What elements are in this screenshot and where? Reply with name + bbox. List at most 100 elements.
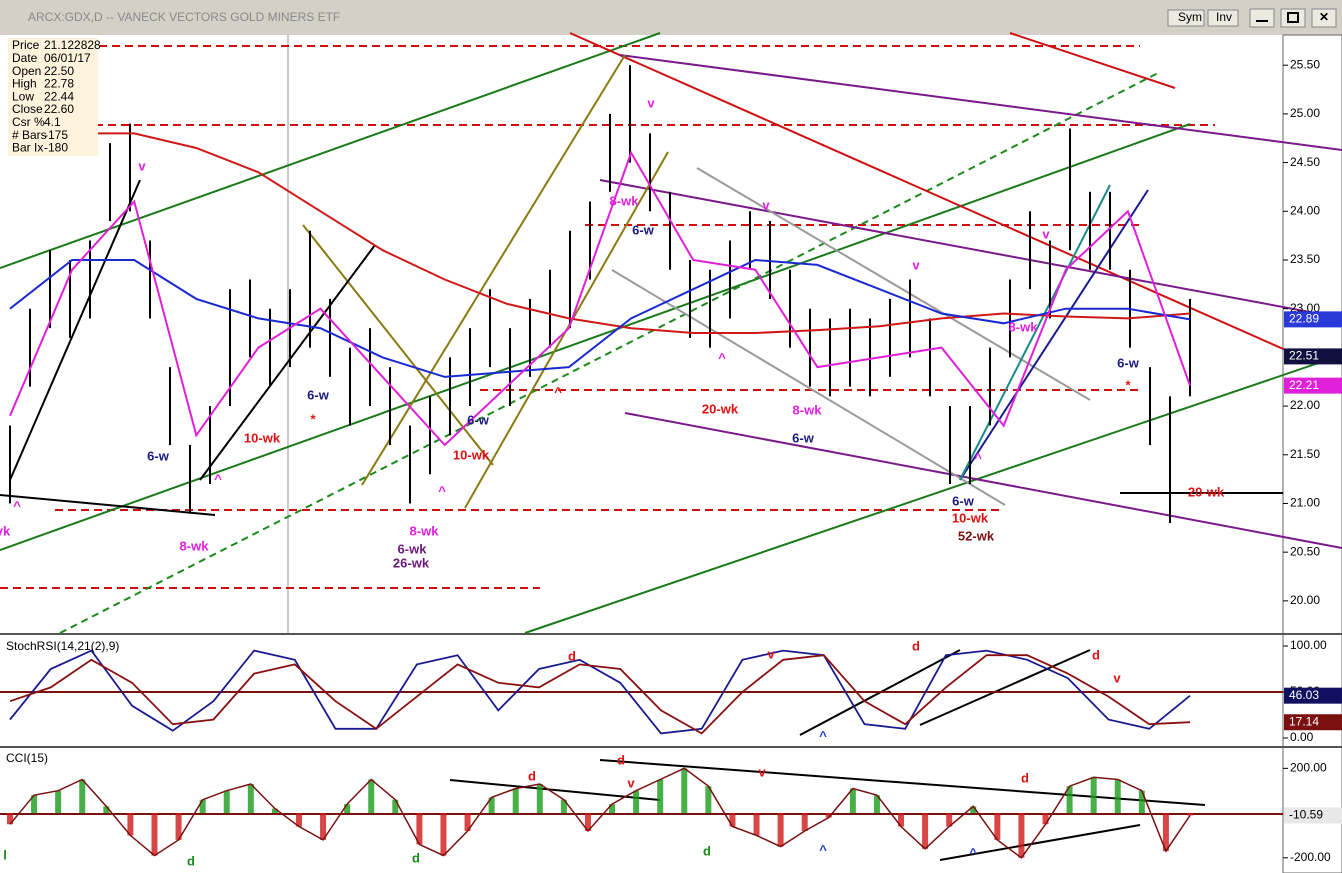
cci-bar <box>199 799 206 814</box>
annotation: 8-wk <box>610 193 640 208</box>
annotation: * <box>1125 377 1131 392</box>
trendline <box>919 649 1091 726</box>
maximize-button[interactable] <box>1280 8 1306 28</box>
title-bar <box>0 0 1342 35</box>
annotation: 8-wk <box>1009 319 1039 334</box>
cci-bar <box>994 813 1001 840</box>
last-value-label: 22.89 <box>1289 312 1319 326</box>
y-tick-label: 23.00 <box>1290 301 1320 315</box>
last-value-label: -10.59 <box>1289 808 1323 822</box>
cci-bar <box>729 813 736 827</box>
cci-bar <box>1042 813 1049 825</box>
cci-bar <box>1090 777 1097 814</box>
cci-bar <box>271 808 278 814</box>
annotation: ^ <box>214 471 222 486</box>
cci-bar <box>1114 779 1121 814</box>
value-axis <box>1282 34 1342 873</box>
inv-button[interactable] <box>1207 9 1239 27</box>
info-value: 06/01/17 <box>44 51 91 65</box>
y-tick-label: 200.00 <box>1290 761 1327 775</box>
cci-bar <box>175 813 182 840</box>
y-tick-label: 0.00 <box>1290 730 1314 744</box>
icon: ✕ <box>1319 10 1329 24</box>
info-value: 21.122828 <box>44 38 101 52</box>
annotation: 52-wk <box>958 528 995 543</box>
last-value-label: 22.51 <box>1289 349 1319 363</box>
info-value: 22.60 <box>44 102 74 116</box>
trendline <box>0 494 216 516</box>
annotation: d <box>187 853 195 868</box>
annotation: v <box>627 775 635 790</box>
info-value: 22.44 <box>44 89 74 103</box>
annotation: ^ <box>438 483 446 498</box>
y-tick-label: 23.50 <box>1290 252 1320 266</box>
cci-bar <box>392 799 399 814</box>
sym-button[interactable] <box>1167 9 1205 27</box>
annotation: 6-w <box>1117 355 1140 370</box>
cci-bar <box>320 813 327 840</box>
last-value-box <box>1284 348 1342 365</box>
sym-label[interactable]: Sym <box>1178 10 1202 24</box>
trendline <box>0 123 1191 551</box>
cci-bar <box>1187 813 1193 816</box>
annotation: v <box>1113 670 1121 685</box>
annotation: d <box>412 850 420 865</box>
annotation: 6-wk <box>398 541 428 556</box>
annotation: v <box>762 197 770 212</box>
trendline <box>59 71 1161 634</box>
cci-bar <box>801 813 808 831</box>
trendline <box>361 54 626 486</box>
info-label: High <box>12 77 37 91</box>
cci-bar <box>681 768 688 814</box>
cci-bar <box>873 795 880 814</box>
cci-bar <box>584 813 591 831</box>
plots: 25.50 25.00 24.50 24.00 23.50 23.00 22.00 21.50… <box>0 57 1342 868</box>
trendline <box>9 179 141 481</box>
cci-bar <box>488 797 495 814</box>
y-tick-label: 25.50 <box>1290 57 1320 71</box>
cci-bar <box>825 813 832 818</box>
trendline <box>611 269 1006 506</box>
info-label: Open <box>12 64 41 78</box>
y-tick-label: 24.00 <box>1290 203 1320 217</box>
annotation: * <box>310 411 316 426</box>
info-value: 4.1 <box>44 115 61 129</box>
annotation: v <box>912 257 920 272</box>
annotation: 6-w <box>307 387 330 402</box>
cci-bar <box>898 813 905 827</box>
inv-label[interactable]: Inv <box>1216 10 1232 24</box>
y-tick-label: 21.00 <box>1290 496 1320 510</box>
last-value-label: 17.14 <box>1289 714 1319 728</box>
stoch-line <box>9 654 1191 735</box>
trendline <box>939 824 1141 861</box>
cci-bar <box>512 788 519 814</box>
moving-average <box>9 150 1191 447</box>
info-value: -175 <box>44 128 68 142</box>
cci-bar <box>295 813 302 827</box>
panel-title: CCI(15) <box>6 751 48 765</box>
annotation: v <box>767 646 775 661</box>
cci-bar <box>633 790 640 814</box>
annotation: 10-wk <box>952 510 989 525</box>
cci-bar <box>560 799 567 814</box>
cci-bar <box>223 790 230 814</box>
annotation: 20-wk <box>1188 484 1225 499</box>
cci-bar <box>946 813 953 827</box>
cci-bar <box>368 779 375 814</box>
trendline <box>569 32 1291 353</box>
last-value-label: 22.21 <box>1289 378 1319 392</box>
cci-bar <box>247 784 254 814</box>
stoch-line <box>9 649 1191 735</box>
cci-bar <box>1162 813 1169 852</box>
minimize-button[interactable] <box>1249 8 1275 28</box>
annotation: vk <box>0 523 11 538</box>
info-value: -180 <box>44 141 68 155</box>
close-button[interactable] <box>1311 8 1337 28</box>
annotation: 6-w <box>632 222 655 237</box>
panel-title: StochRSI(14,21(2),9) <box>6 639 119 653</box>
trendline <box>599 179 1342 319</box>
trendline <box>624 412 1342 549</box>
y-tick-label: 20.50 <box>1290 544 1320 558</box>
